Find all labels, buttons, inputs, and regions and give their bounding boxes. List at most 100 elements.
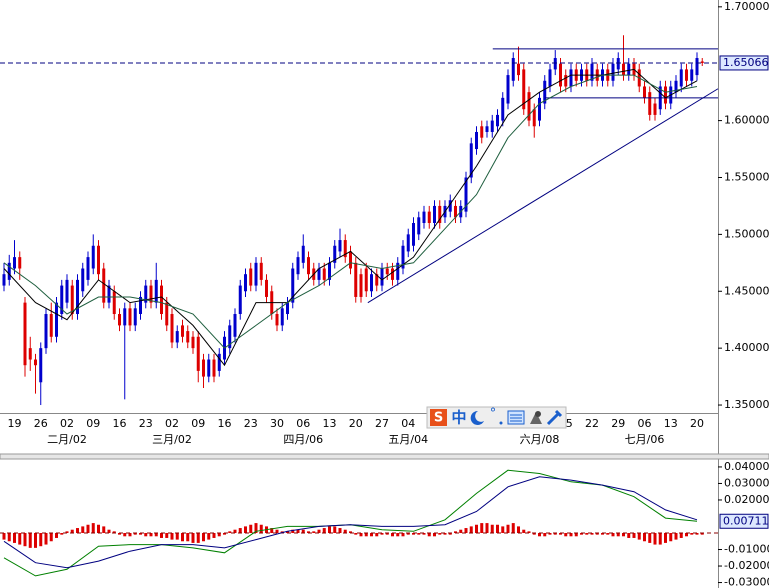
candle-body <box>18 257 22 269</box>
candle-body <box>674 80 678 93</box>
histogram-bar <box>317 529 321 534</box>
candle-body <box>475 131 478 150</box>
y-tick-label: 1.40000 <box>724 341 769 354</box>
histogram-bar <box>296 529 300 534</box>
toolbar-moon[interactable] <box>470 410 484 425</box>
histogram-bar <box>28 533 32 548</box>
histogram-bar <box>396 533 400 537</box>
toolbar-input-mode[interactable]: 中 <box>451 409 466 427</box>
histogram-bar <box>648 533 652 543</box>
candle-body <box>202 359 205 377</box>
histogram-bar <box>223 533 226 535</box>
histogram-bar <box>511 523 515 534</box>
candle-body <box>118 314 121 326</box>
histogram-bar <box>354 533 358 535</box>
candle-body <box>559 63 562 87</box>
histogram-bar <box>91 523 95 534</box>
histogram-bar <box>574 533 578 537</box>
histogram-bar <box>406 533 410 535</box>
histogram-bar <box>643 533 646 542</box>
toolbar-keyboard-keys <box>510 414 522 422</box>
y-tick-label: 1.45000 <box>724 284 769 297</box>
candle-body <box>244 274 247 292</box>
histogram-bar <box>658 533 662 545</box>
y-tick-label: 0.02000 <box>724 493 769 506</box>
x-tick-label: 16 <box>113 417 127 430</box>
histogram-bar <box>412 533 415 535</box>
histogram-bar <box>637 533 641 540</box>
histogram-bar <box>123 533 127 537</box>
candle-body <box>664 86 667 104</box>
histogram-bar <box>627 533 631 538</box>
histogram-bar <box>417 533 421 535</box>
histogram-bar <box>118 533 121 535</box>
candle-body <box>685 69 688 81</box>
candle-body <box>527 92 531 121</box>
x-tick-label: 13 <box>664 417 678 430</box>
candle-body <box>653 103 657 115</box>
histogram-bar <box>97 524 100 534</box>
candle-body <box>91 245 95 269</box>
toolbar-logo[interactable] <box>430 409 447 426</box>
histogram-bar <box>149 533 153 537</box>
x-month-label: 五月/04 <box>388 433 428 446</box>
histogram-bar <box>454 531 457 534</box>
histogram-bar <box>664 533 667 543</box>
candle-body <box>517 63 520 76</box>
histogram-bar <box>469 526 473 534</box>
histogram-bar <box>139 533 142 535</box>
histogram-bar <box>259 524 263 534</box>
histogram-bar <box>616 533 620 537</box>
candle-body <box>296 257 300 275</box>
candle-body <box>643 86 646 98</box>
histogram-bar <box>522 529 526 534</box>
histogram-bar <box>34 533 37 548</box>
candle-body <box>123 308 127 326</box>
histogram-bar <box>291 529 295 534</box>
histogram-bar <box>375 533 379 537</box>
histogram-bar <box>485 523 489 534</box>
toolbar-punct[interactable]: ° <box>490 407 497 422</box>
candle-body <box>39 348 43 383</box>
histogram-bar <box>270 528 274 534</box>
histogram-bar <box>391 533 394 537</box>
candle-body <box>170 314 174 343</box>
histogram-bar <box>349 531 352 534</box>
y-tick-label: -0.01000 <box>724 543 769 556</box>
histogram-bar <box>632 533 636 538</box>
candle-body <box>133 308 137 326</box>
candle-body <box>307 257 310 275</box>
histogram-bar <box>443 533 447 535</box>
y-tick-label: 0.03000 <box>724 476 769 489</box>
candle-body <box>359 274 363 297</box>
candle-body <box>286 302 289 315</box>
candle-body <box>338 240 342 252</box>
x-tick-label: 06 <box>296 417 310 430</box>
histogram-bar <box>202 533 205 542</box>
candle-body <box>49 314 53 337</box>
candle-body <box>212 359 216 377</box>
histogram-bar <box>133 533 137 535</box>
candle-body <box>401 245 405 269</box>
toolbar-wrench[interactable] <box>546 409 563 426</box>
candle-body <box>333 245 337 263</box>
histogram-bar <box>233 529 237 534</box>
x-tick-label: 22 <box>585 417 599 430</box>
histogram-bar <box>564 533 568 537</box>
candle-body <box>102 268 106 303</box>
toolbar-tool[interactable] <box>530 412 542 424</box>
histogram-bar <box>506 524 510 534</box>
indicator-line <box>3 476 698 569</box>
candle-body <box>464 177 468 212</box>
candle-body <box>81 268 85 292</box>
candle-body <box>23 302 27 366</box>
x-month-label: 三月/02 <box>152 433 192 446</box>
histogram-bar <box>569 533 573 537</box>
histogram-bar <box>39 533 43 547</box>
x-month-label: 七月/06 <box>625 433 665 446</box>
histogram-bar <box>501 526 505 534</box>
histogram-bar <box>102 526 106 534</box>
x-tick-label: 26 <box>34 417 48 430</box>
candle-body <box>317 268 321 280</box>
